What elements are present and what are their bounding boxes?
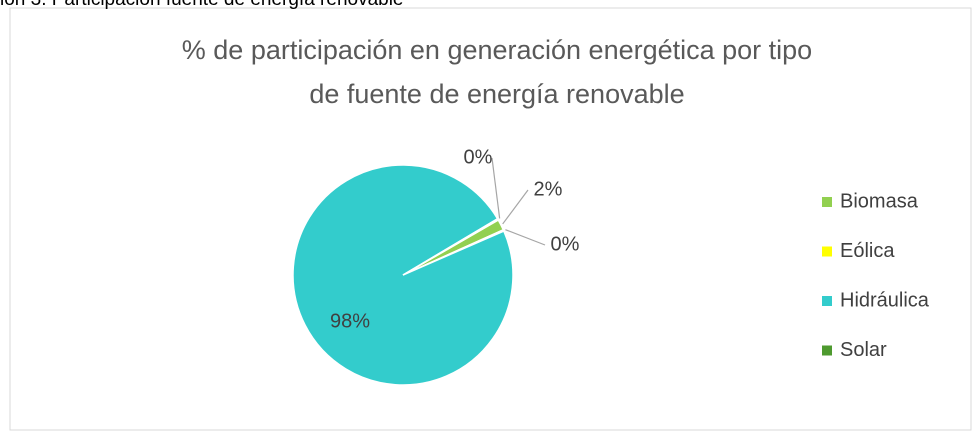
chart-title: de fuente de energía renovable — [309, 79, 684, 109]
pie-slice — [402, 217, 500, 276]
chart-title: % de participación en generación energét… — [182, 35, 812, 65]
leader-line — [505, 229, 546, 246]
legend-swatch — [822, 345, 832, 356]
data-label: 0% — [464, 146, 493, 168]
data-label: 2% — [534, 178, 563, 200]
data-label: 98% — [330, 310, 370, 332]
legend-label: Biomasa — [840, 190, 919, 212]
legend-label: Eólica — [840, 240, 895, 262]
caption: ión 3. Participación fuente de energía r… — [0, 0, 404, 10]
leader-line — [491, 157, 501, 219]
data-label: 0% — [551, 233, 580, 255]
legend-swatch — [822, 197, 832, 207]
legend-label: Solar — [840, 339, 887, 361]
pie-slice — [292, 164, 514, 386]
leader-line — [502, 189, 529, 225]
caption-strip — [0, 0, 972, 7]
legend-swatch — [822, 246, 832, 257]
legend-label: Hidráulica — [840, 289, 930, 311]
legend-swatch — [822, 296, 832, 306]
